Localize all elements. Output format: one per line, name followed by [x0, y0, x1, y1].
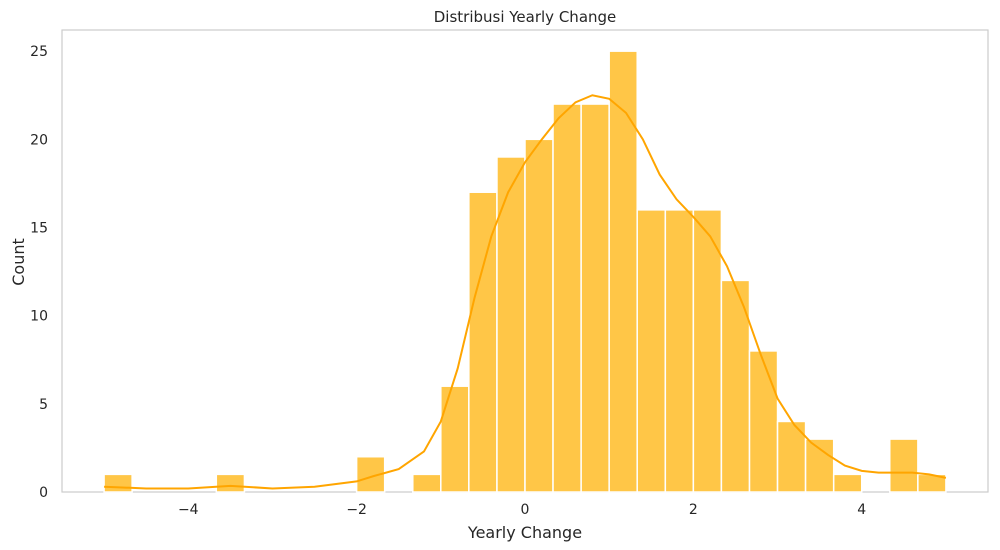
histogram-bar: [692, 209, 723, 493]
y-axis-label: Count: [9, 238, 28, 286]
x-tick-label: 4: [857, 502, 866, 518]
x-tick-label: 0: [521, 502, 530, 518]
histogram-bar: [496, 156, 526, 493]
histogram-bars: [103, 50, 947, 493]
histogram-bar: [720, 279, 751, 493]
histogram-bar: [664, 209, 695, 493]
x-tick-label: 2: [689, 502, 698, 518]
histogram-bar: [103, 473, 133, 493]
histogram-bar: [468, 191, 498, 493]
x-axis-label: Yearly Change: [467, 523, 582, 542]
histogram-bar: [580, 103, 610, 493]
x-tick-labels: −4 −2 0 2 4: [178, 502, 866, 518]
histogram-bar: [748, 350, 779, 493]
histogram-bar: [412, 473, 442, 493]
histogram-bar: [552, 103, 582, 493]
y-tick-label: 25: [30, 44, 48, 60]
y-tick-label: 15: [30, 220, 48, 236]
histogram-bar: [215, 473, 246, 493]
histogram-bar: [636, 209, 667, 493]
y-tick-label: 5: [39, 397, 48, 413]
histogram-bar: [889, 438, 919, 493]
x-tick-label: −4: [178, 502, 199, 518]
y-tick-label: 0: [39, 485, 48, 501]
chart-title: Distribusi Yearly Change: [434, 8, 617, 26]
histogram-bar: [440, 385, 470, 493]
histogram-bar: [608, 50, 638, 493]
y-tick-label: 10: [30, 309, 48, 325]
histogram-bar: [804, 438, 835, 493]
histogram-bar: [832, 473, 863, 493]
y-tick-labels: 0 5 10 15 20 25: [30, 44, 48, 501]
y-tick-label: 20: [30, 132, 48, 148]
x-tick-label: −2: [346, 502, 367, 518]
histogram-bar: [524, 138, 554, 493]
kde-curve: [104, 94, 947, 490]
